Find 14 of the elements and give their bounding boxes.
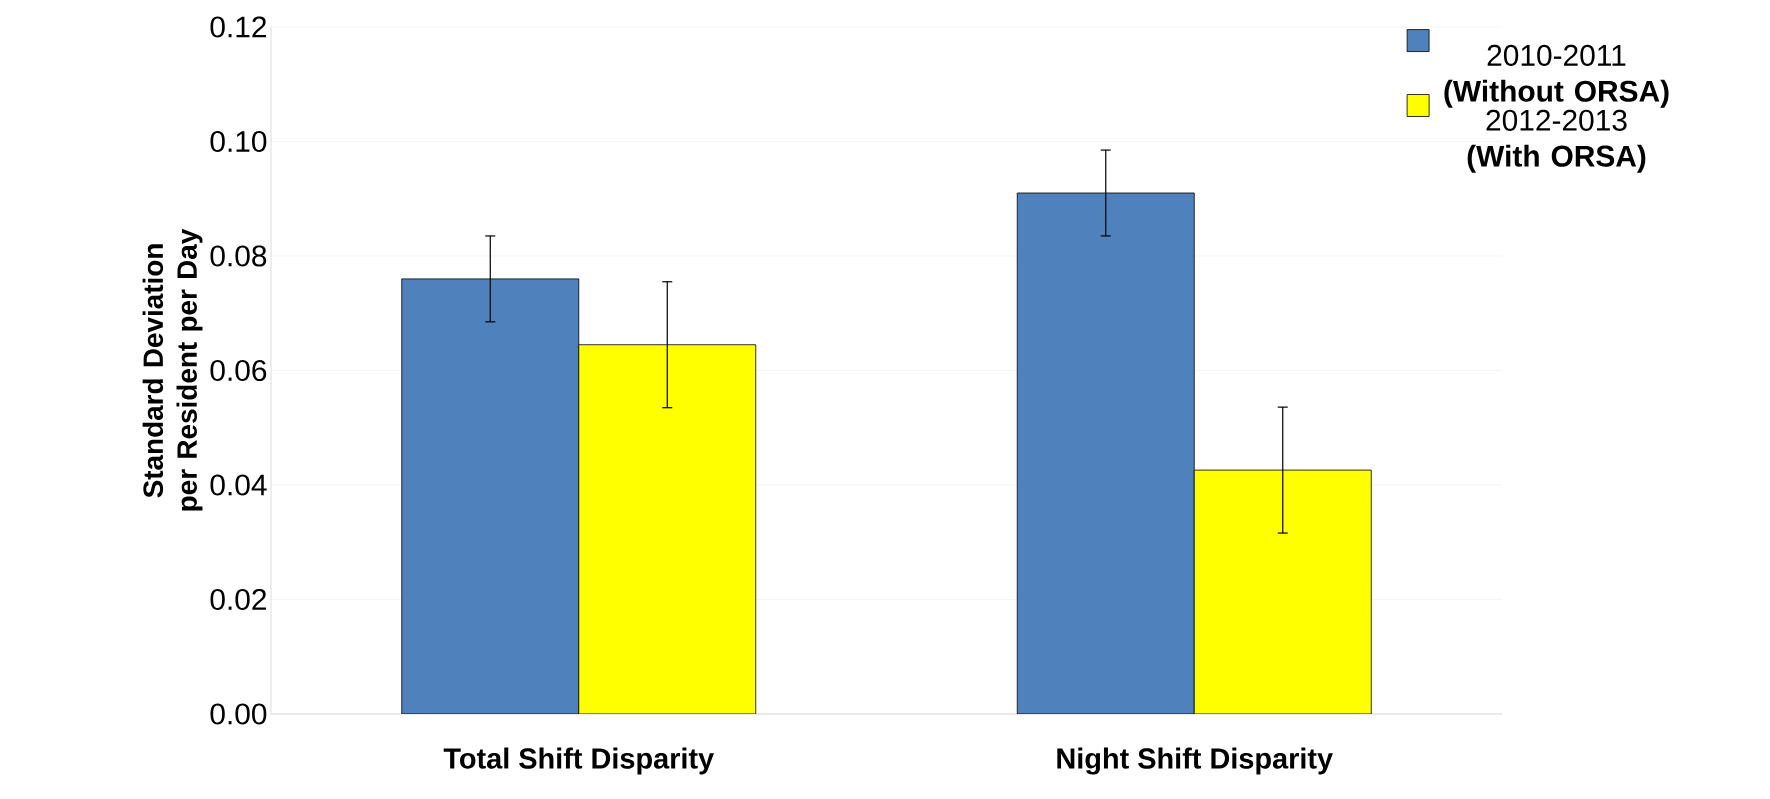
y-tick-label: 0.00 bbox=[210, 703, 267, 725]
bar bbox=[401, 278, 580, 714]
legend-label: 2012-2013 (With ORSA) bbox=[1467, 109, 1646, 173]
bar bbox=[1016, 192, 1195, 714]
y-tick-label: 0.08 bbox=[210, 245, 267, 267]
legend-label: 2010-2011 (Without ORSA) bbox=[1444, 44, 1669, 108]
y-tick-label: 0.02 bbox=[210, 588, 266, 611]
x-tick-label: Total Shift Disparity bbox=[443, 747, 714, 775]
y-axis-title: Standard Deviation per Resident per Day bbox=[142, 228, 203, 511]
y-tick-label: 0.12 bbox=[210, 16, 266, 38]
x-tick-label: Night Shift Disparity bbox=[1057, 747, 1333, 775]
y-tick-label: 0.04 bbox=[210, 474, 267, 496]
y-tick-label: 0.06 bbox=[210, 359, 267, 382]
y-tick-label: 0.10 bbox=[210, 130, 267, 153]
